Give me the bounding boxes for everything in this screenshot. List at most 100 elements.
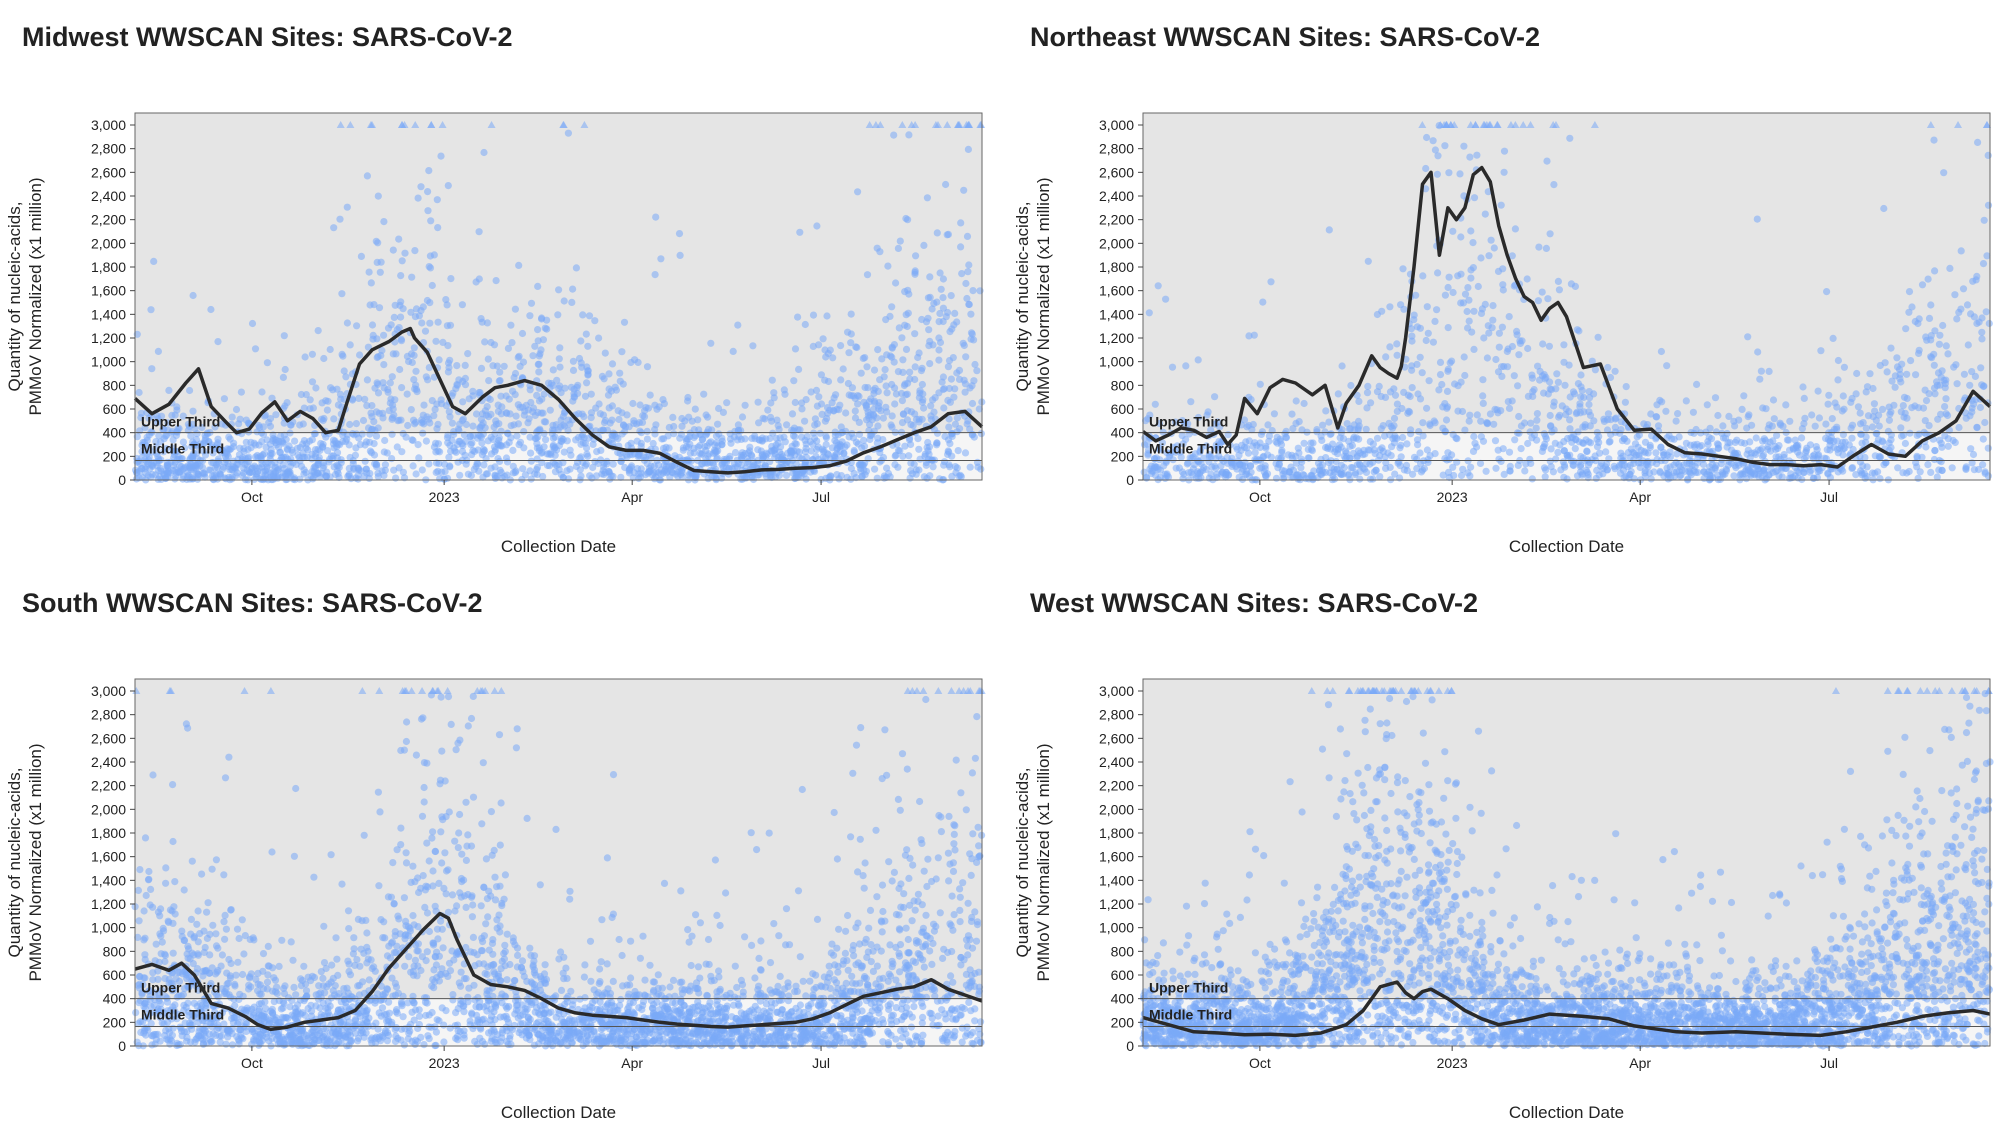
scatter-point [352,444,359,451]
band-label-middle-third: Middle Third [141,440,224,456]
scatter-point [522,471,529,478]
scatter-point [1388,452,1395,459]
scatter-point [1495,456,1502,463]
scatter-point [1871,400,1878,407]
scatter-point [615,407,622,414]
x-tick-label: Oct [241,489,263,505]
scatter-point [1792,437,1799,444]
scatter-point [1953,315,1960,322]
scatter-point [1392,392,1399,399]
scatter-point [1534,363,1541,370]
scatter-point [1663,362,1670,369]
scatter-point [1453,459,1460,466]
scatter-point [1607,431,1614,438]
scatter-point [496,369,503,376]
scatter-point [670,423,677,430]
scatter-point [377,269,384,276]
scatter-point [425,460,432,467]
scatter-point [501,363,508,370]
scatter-point [1566,425,1573,432]
scatter-point [1146,309,1153,316]
scatter-point [948,430,955,437]
scatter-point [686,441,693,448]
scatter-point [951,310,958,317]
scatter-point [1978,314,1985,321]
scatter-point [569,286,576,293]
scatter-point [495,402,502,409]
scatter-point [1936,332,1943,339]
scatter-point [437,153,444,160]
scatter-point [918,367,925,374]
scatter-point [1927,301,1934,308]
scatter-point [423,373,430,380]
scatter-point [840,365,847,372]
scatter-point [1163,472,1170,479]
scatter-point [1931,267,1938,274]
scatter-point [1973,273,1980,280]
scatter-point [748,453,755,460]
scatter-point [1945,443,1952,450]
scatter-point [453,381,460,388]
scatter-point [403,434,410,441]
scatter-point [388,416,395,423]
scatter-point [905,291,912,298]
scatter-point [1446,274,1453,281]
scatter-point [960,187,967,194]
scatter-point [388,321,395,328]
scatter-point [770,447,777,454]
scatter-point [1815,388,1822,395]
scatter-point [424,909,431,916]
scatter-point [560,436,567,443]
scatter-point [445,368,452,375]
scatter-point [516,353,523,360]
scatter-point [1961,371,1968,378]
scatter-point [1897,424,1904,431]
scatter-point [911,376,918,383]
scatter-point [609,360,616,367]
scatter-point [1864,383,1871,390]
scatter-point [723,399,730,406]
scatter-point [1546,343,1553,350]
scatter-point [583,331,590,338]
scatter-point [1621,462,1628,469]
scatter-point [696,442,703,449]
scatter-point [506,396,513,403]
scatter-point [170,462,177,469]
scatter-point [1416,449,1423,456]
scatter-point [228,475,235,482]
scatter-point [494,455,501,462]
y-tick-label: 1,400 [91,306,126,322]
scatter-point [754,446,761,453]
scatter-point [899,369,906,376]
scatter-point [842,928,849,935]
scatter-point [1835,357,1842,364]
scatter-point [1417,354,1424,361]
scatter-point [845,380,852,387]
scatter-point [381,437,388,444]
scatter-point [310,404,317,411]
scatter-point [1498,202,1505,209]
scatter-point [1825,401,1832,408]
scatter-point [491,430,498,437]
scatter-point [194,476,201,483]
scatter-point [436,356,443,363]
y-tick-label: 2,800 [91,141,126,157]
scatter-point [873,414,880,421]
scatter-point [936,318,943,325]
scatter-point [1728,447,1735,454]
scatter-point [1612,368,1619,375]
scatter-point [1926,315,1933,322]
scatter-point [1582,423,1589,430]
scatter-point [657,255,664,262]
scatter-point [1355,418,1362,425]
scatter-point [803,440,810,447]
scatter-point [558,416,565,423]
scatter-point [1577,371,1584,378]
scatter-point [1857,410,1864,417]
scatter-point [644,363,651,370]
scatter-point [335,401,342,408]
scatter-point [524,419,531,426]
scatter-point [1179,468,1186,475]
scatter-point [1535,297,1542,304]
scatter-point [670,430,677,437]
